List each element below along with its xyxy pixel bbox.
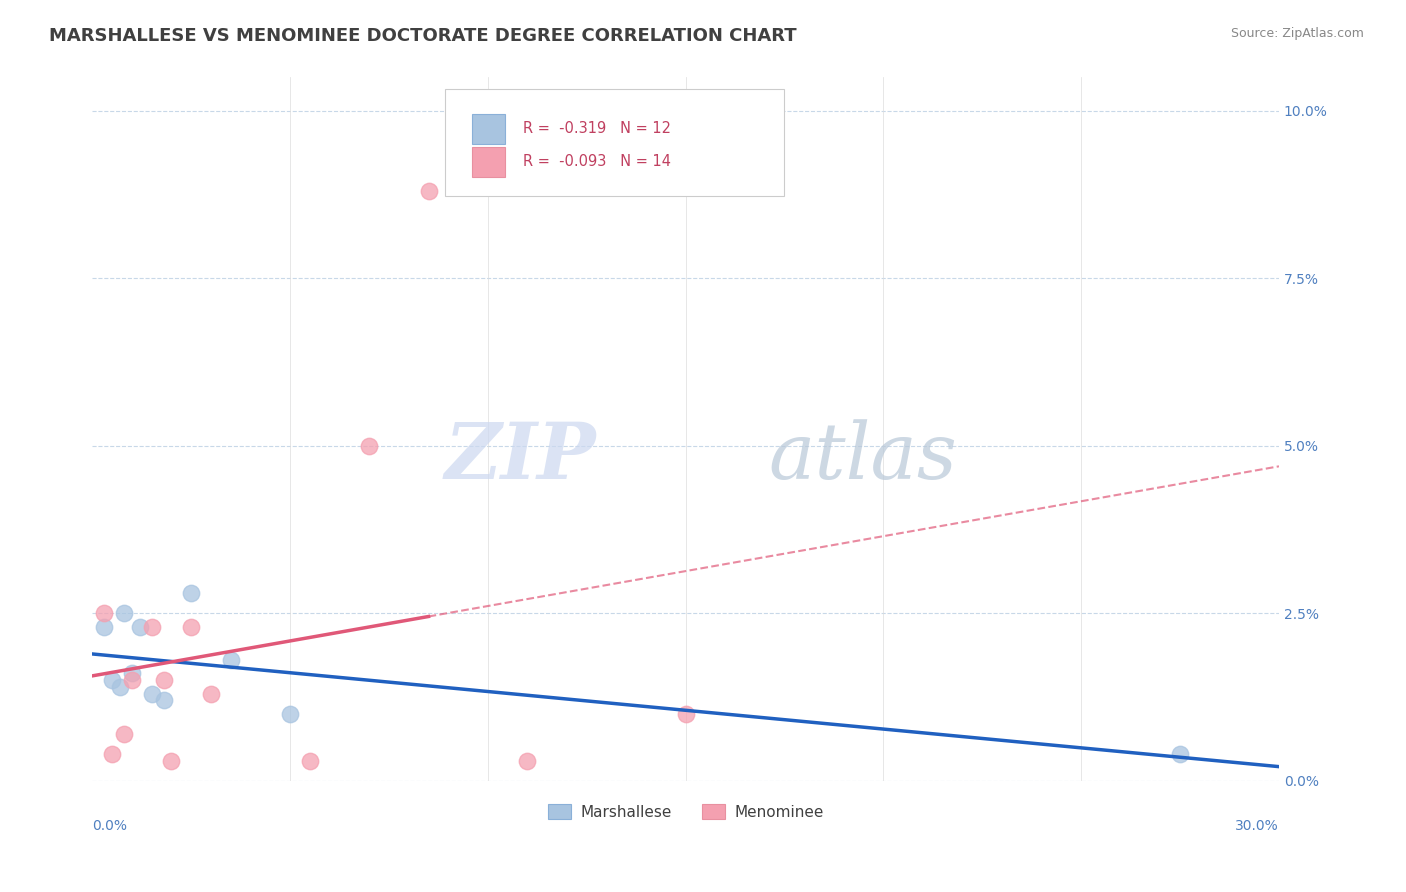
Point xyxy=(101,673,124,688)
FancyBboxPatch shape xyxy=(472,114,505,144)
Point xyxy=(200,687,222,701)
Text: Source: ZipAtlas.com: Source: ZipAtlas.com xyxy=(1230,27,1364,40)
Text: R =  -0.319   N = 12: R = -0.319 N = 12 xyxy=(523,121,671,136)
Point xyxy=(93,606,115,620)
Point xyxy=(101,747,124,761)
FancyBboxPatch shape xyxy=(472,147,505,177)
Point xyxy=(112,727,135,741)
Point xyxy=(152,673,174,688)
Point xyxy=(152,693,174,707)
Point xyxy=(112,606,135,620)
Text: 0.0%: 0.0% xyxy=(93,819,128,833)
Point xyxy=(298,754,321,768)
Point xyxy=(128,619,150,633)
Point xyxy=(180,586,202,600)
Point xyxy=(93,619,115,633)
Point xyxy=(278,706,301,721)
Text: R =  -0.093   N = 14: R = -0.093 N = 14 xyxy=(523,154,671,169)
Text: MARSHALLESE VS MENOMINEE DOCTORATE DEGREE CORRELATION CHART: MARSHALLESE VS MENOMINEE DOCTORATE DEGRE… xyxy=(49,27,797,45)
Point xyxy=(160,754,183,768)
Legend: Marshallese, Menominee: Marshallese, Menominee xyxy=(541,797,830,826)
Point xyxy=(121,666,143,681)
Text: 30.0%: 30.0% xyxy=(1236,819,1279,833)
Point xyxy=(141,687,163,701)
Point xyxy=(516,754,538,768)
Point xyxy=(121,673,143,688)
Text: ZIP: ZIP xyxy=(446,419,596,495)
Point xyxy=(675,706,697,721)
Point xyxy=(418,184,440,198)
Point xyxy=(219,653,242,667)
Point xyxy=(108,680,131,694)
Point xyxy=(141,619,163,633)
Point xyxy=(359,439,381,453)
FancyBboxPatch shape xyxy=(444,89,785,195)
Point xyxy=(1168,747,1191,761)
Point xyxy=(180,619,202,633)
Text: atlas: atlas xyxy=(769,419,957,495)
